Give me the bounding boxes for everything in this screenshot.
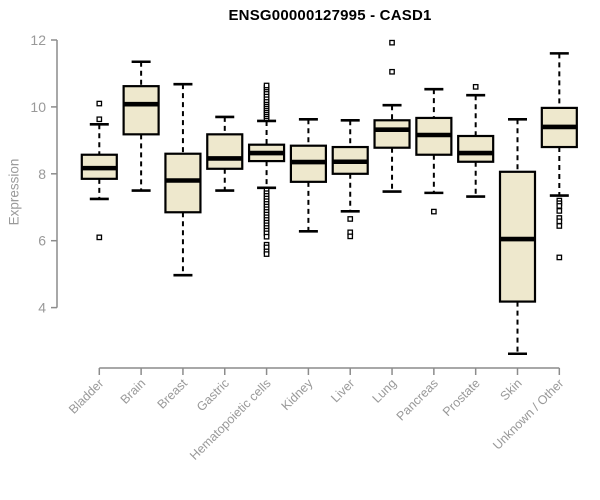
outlier-point-unknown-other	[556, 223, 563, 229]
x-tick-label-skin: Skin	[498, 376, 525, 403]
x-tick-label-prostate: Prostate	[440, 376, 483, 419]
outlier-point-unknown-other	[556, 254, 563, 261]
x-tick-label-breast: Breast	[155, 376, 191, 412]
x-tick-label-lung: Lung	[370, 376, 400, 406]
outlier-point-hematopoietic-cells	[263, 251, 270, 257]
y-tick-label: 8	[38, 166, 46, 182]
y-tick-label: 4	[38, 300, 46, 316]
x-tick-label-unknown-other: Unknown / Other	[490, 376, 566, 452]
outlier-point-unknown-other	[556, 218, 563, 225]
y-tick-label: 10	[30, 99, 46, 115]
outlier-point-liver	[347, 216, 354, 222]
x-tick-label-brain: Brain	[118, 376, 149, 407]
box-gastric	[206, 133, 244, 170]
outlier-point-hematopoietic-cells	[263, 82, 270, 89]
box-breast	[164, 152, 202, 214]
outlier-point-bladder	[96, 116, 103, 123]
x-tick-label-kidney: Kidney	[279, 376, 316, 413]
box-brain	[122, 85, 160, 136]
chart-title: ENSG00000127995 - CASD1	[228, 7, 432, 24]
outlier-point-lung	[389, 39, 395, 46]
x-tick-label-gastric: Gastric	[194, 376, 232, 414]
outlier-point-bladder	[96, 100, 103, 107]
x-tick-label-hematopoietic-cells: Hematopoietic cells	[187, 376, 274, 463]
x-tick-label-pancreas: Pancreas	[394, 376, 441, 423]
outlier-point-lung	[389, 68, 395, 75]
outlier-point-bladder	[96, 234, 103, 241]
outlier-point-prostate	[472, 83, 479, 90]
outlier-point-unknown-other	[556, 203, 563, 209]
box-prostate	[457, 134, 495, 163]
outlier-point-unknown-other	[556, 208, 563, 214]
box-skin	[498, 170, 537, 303]
box-lung	[373, 119, 411, 149]
outlier-point-hematopoietic-cells	[263, 233, 270, 240]
x-tick-label-liver: Liver	[328, 376, 357, 405]
outlier-point-pancreas	[431, 208, 437, 215]
y-tick-label: 12	[30, 32, 46, 48]
outlier-point-liver	[347, 233, 354, 240]
x-tick-label-bladder: Bladder	[66, 376, 106, 416]
y-tick-label: 6	[38, 233, 46, 249]
